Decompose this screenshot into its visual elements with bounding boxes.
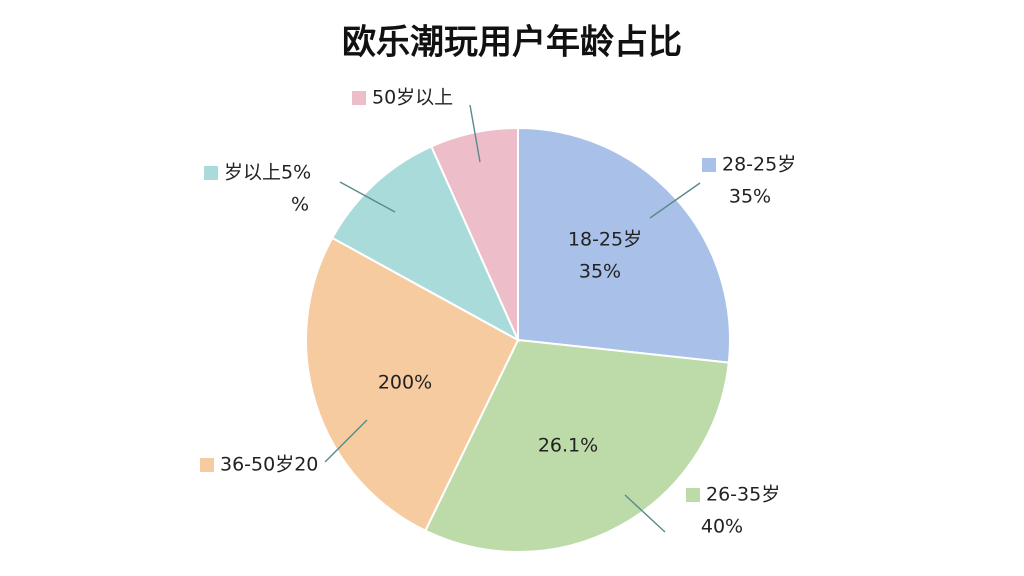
legend-swatch (200, 458, 214, 472)
annotation: 26.1% (538, 435, 598, 457)
labels: 28-25岁 26-35岁 36-50岁20 岁以上5% 50岁以上 35% 18-25岁 3… (200, 87, 796, 538)
leader-line (469, 104, 481, 163)
annotation: % (291, 194, 309, 216)
category-label: 36-50岁20 (220, 454, 318, 476)
annotation: 35% (729, 186, 771, 208)
pie-slice (423, 338, 730, 553)
legend-swatch (204, 166, 218, 180)
annotation: 18-25岁 (568, 229, 642, 251)
leader-line (649, 182, 701, 219)
legend-swatch (702, 158, 716, 172)
category-label: 岁以上5% (224, 162, 311, 184)
leader-line (324, 419, 368, 463)
legend-swatch (352, 91, 366, 105)
pie-slice (430, 126, 519, 341)
leader-line (624, 494, 666, 533)
chart-title: 欧乐潮玩用户年龄占比 (342, 23, 682, 63)
annotation: 35% (579, 261, 621, 283)
category-label: 26-35岁 (706, 484, 780, 506)
slices (305, 126, 731, 553)
annotation: 40% (701, 516, 743, 538)
leader-line (339, 181, 396, 213)
pie-slice (517, 126, 731, 364)
annotation: 200% (378, 372, 432, 394)
legend-swatch (686, 488, 700, 502)
category-label: 28-25岁 (722, 154, 796, 176)
category-label: 50岁以上 (372, 87, 453, 109)
pie-slice (330, 145, 521, 343)
